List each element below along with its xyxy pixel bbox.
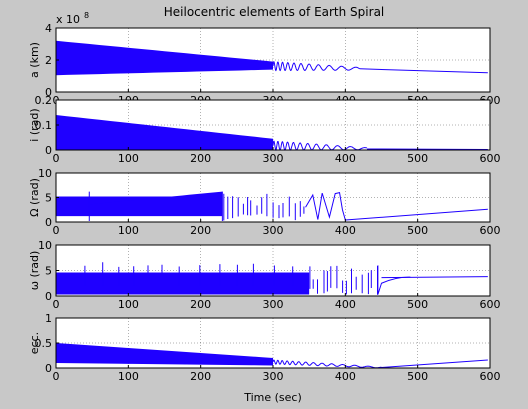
x-tick-label: 600 — [480, 224, 501, 237]
x-tick-label: 400 — [335, 224, 356, 237]
y-axis-label: a (km) — [28, 42, 41, 78]
exponent-label: x 10 — [56, 13, 80, 26]
series-line — [367, 148, 488, 150]
x-tick-label: 100 — [118, 224, 139, 237]
x-tick-label: 400 — [335, 370, 356, 383]
x-tick-label: 300 — [263, 224, 284, 237]
x-tick-label: 500 — [407, 224, 428, 237]
series-band — [56, 115, 273, 150]
x-tick-label: 200 — [190, 298, 211, 311]
y-tick-label: 0 — [45, 216, 52, 229]
x-tick-label: 200 — [190, 224, 211, 237]
y-tick-label: 0 — [45, 144, 52, 157]
subplot-semi-major-axis: 0100200300400500600024a (km)x 108 — [28, 11, 501, 107]
y-tick-label: 5 — [45, 265, 52, 278]
x-tick-label: 0 — [53, 224, 60, 237]
series-line — [272, 61, 361, 72]
x-tick-label: 500 — [407, 152, 428, 165]
x-tick-label: 300 — [263, 370, 284, 383]
series-line — [345, 208, 488, 221]
series-line — [272, 140, 368, 151]
subplot-arg-periapsis: 0 100 200 300 400 500 600 0 5 10ω (rad) — [28, 239, 501, 311]
series-line — [359, 68, 488, 74]
y-axis-label: ecc. — [28, 332, 41, 354]
subplot-eccentricity: 0 100 200 300 400 500 600 0 0.5 1 ecc. — [28, 312, 501, 383]
x-axis-label: Time (sec) — [243, 391, 302, 404]
y-tick-label: 1 — [45, 312, 52, 325]
x-tick-label: 0 — [53, 370, 60, 383]
y-tick-label: 10 — [38, 167, 52, 180]
y-tick-label: 10 — [38, 239, 52, 252]
x-tick-label: 400 — [335, 298, 356, 311]
subplot-panels: 0100200300400500600024a (km)x 1080100200… — [28, 11, 501, 383]
x-tick-label: 0 — [53, 152, 60, 165]
y-tick-label: 5 — [45, 192, 52, 205]
x-tick-label: 600 — [480, 298, 501, 311]
series-band — [56, 343, 273, 366]
y-axis-label: Ω (rad) — [28, 178, 41, 217]
y-tick-label: 0.2 — [35, 94, 53, 107]
series-band — [56, 40, 273, 76]
series-band — [89, 191, 223, 216]
x-tick-label: 400 — [335, 152, 356, 165]
x-tick-label: 100 — [118, 152, 139, 165]
y-tick-label: 0 — [45, 86, 52, 99]
x-tick-label: 500 — [407, 298, 428, 311]
x-tick-label: 100 — [118, 298, 139, 311]
x-tick-label: 0 — [53, 298, 60, 311]
y-axis-label: ω (rad) — [28, 251, 41, 291]
y-tick-label: 0.5 — [35, 337, 53, 350]
y-tick-label: 0.1 — [35, 119, 53, 132]
series-line — [272, 359, 382, 369]
y-tick-label: 4 — [45, 22, 52, 35]
x-tick-label: 300 — [263, 298, 284, 311]
y-axis-label: i (rad) — [28, 108, 41, 141]
series-line — [381, 359, 488, 368]
x-tick-label: 200 — [190, 370, 211, 383]
subplot-inclination: 0 100 200 300 400 500 600 0 0.1 0.2i (rad) — [28, 94, 501, 165]
x-tick-label: 500 — [407, 370, 428, 383]
x-tick-label: 100 — [118, 370, 139, 383]
exponent-power: 8 — [84, 11, 89, 20]
x-tick-label: 200 — [190, 152, 211, 165]
y-tick-label: 0 — [45, 362, 52, 375]
x-tick-label: 600 — [480, 152, 501, 165]
series-band — [56, 272, 310, 295]
y-tick-label: 0 — [45, 290, 52, 303]
figure-title: Heilocentric elements of Earth Spiral — [164, 5, 385, 19]
subplot-raan: 0 100 200 300 400 500 600 0 5 10Ω (rad) — [28, 167, 501, 237]
y-tick-label: 2 — [45, 54, 52, 67]
series-line — [84, 262, 411, 295]
x-tick-label: 600 — [480, 370, 501, 383]
series-line — [88, 191, 346, 222]
x-tick-label: 300 — [263, 152, 284, 165]
